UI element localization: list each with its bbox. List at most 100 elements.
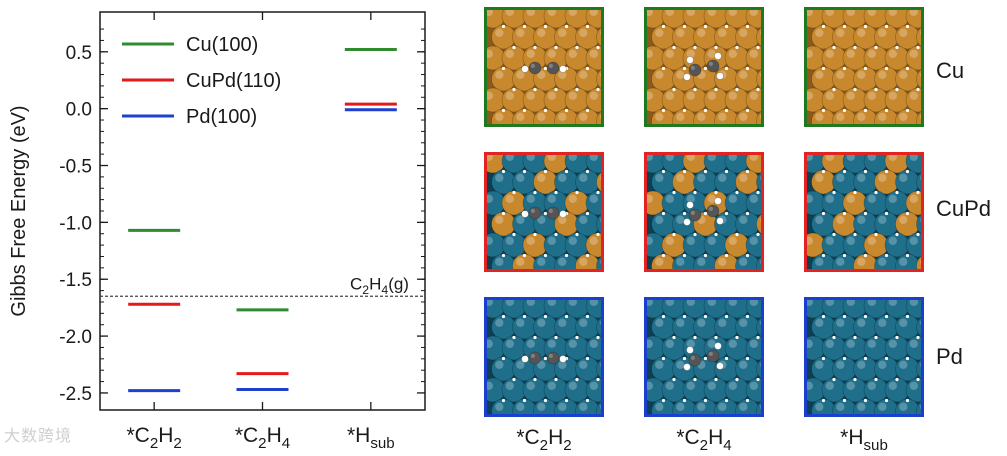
atom <box>546 61 560 75</box>
atom-highlight <box>697 402 706 411</box>
surface-h-site <box>682 211 687 216</box>
atom-highlight <box>655 402 664 411</box>
surface-h-site <box>564 253 569 258</box>
atom <box>863 377 889 403</box>
atom-highlight <box>516 112 525 122</box>
atom-highlight <box>558 318 567 327</box>
atom-highlight <box>697 318 706 327</box>
atom <box>564 232 590 258</box>
atom-highlight <box>857 28 866 37</box>
column-label: *C2H2 <box>516 426 571 454</box>
atom <box>533 169 558 195</box>
surface-h-site <box>585 398 590 403</box>
atom-highlight <box>807 300 813 306</box>
surface-h-site <box>522 24 527 29</box>
atom-highlight <box>878 70 887 79</box>
atom-highlight <box>707 155 716 161</box>
atom <box>683 363 691 371</box>
surface-h-site <box>884 211 889 216</box>
surface-h-site <box>853 45 857 50</box>
surface-h-site <box>821 169 826 174</box>
atom <box>512 314 537 340</box>
surface-h-site <box>842 66 847 71</box>
row-label: Pd <box>936 344 963 369</box>
surface-h-site <box>501 169 506 174</box>
atom <box>596 317 601 337</box>
atom-highlight <box>665 236 674 245</box>
atom-highlight <box>846 300 855 306</box>
atom-highlight <box>537 112 546 122</box>
atom <box>564 190 590 216</box>
atom-highlight <box>815 215 824 224</box>
atom-highlight <box>676 360 685 369</box>
surface-h-site <box>756 335 760 340</box>
atom <box>863 87 889 113</box>
surface-h-site <box>596 87 600 92</box>
surface-h-site <box>745 66 750 71</box>
atom-highlight <box>815 318 824 327</box>
atom <box>661 335 687 361</box>
atom-highlight <box>846 10 855 16</box>
surface-h-site <box>661 253 666 258</box>
atom-highlight <box>560 356 563 359</box>
surface-h-site <box>661 398 666 403</box>
surface-h-site <box>842 253 847 258</box>
atom <box>745 155 761 174</box>
atom-highlight <box>836 28 845 37</box>
atom <box>842 232 868 258</box>
atom-highlight <box>717 363 720 366</box>
surface-h-site <box>501 314 506 319</box>
atom-highlight <box>647 49 653 58</box>
surface-h-site <box>512 232 516 237</box>
x-tick-label: *C2H2 <box>127 424 182 452</box>
surface-h-site <box>661 108 666 113</box>
atom-highlight <box>579 70 588 79</box>
atom-highlight <box>547 236 556 245</box>
atom-highlight <box>676 112 685 122</box>
surface-h-site <box>703 66 708 71</box>
surface-h-site <box>724 24 729 29</box>
surface-h-site <box>832 190 836 195</box>
surface-h-site <box>905 66 910 71</box>
surface-h-site <box>554 232 558 237</box>
atom <box>554 314 579 340</box>
surface-h-site <box>585 108 590 113</box>
surface-h-site <box>842 211 847 216</box>
surface-h-site <box>672 232 676 237</box>
atom-highlight <box>676 257 685 266</box>
surface-h-site <box>575 232 579 237</box>
atom-highlight <box>707 381 716 390</box>
surface-h-site <box>895 232 899 237</box>
atom <box>688 63 702 77</box>
surface-h-site <box>522 108 527 113</box>
atom-highlight <box>878 112 887 122</box>
atom <box>874 211 899 237</box>
surface-h-site <box>863 24 868 29</box>
atom-highlight <box>760 30 761 36</box>
surface-h-site <box>874 45 878 50</box>
atom-highlight <box>537 402 546 411</box>
atom <box>756 172 761 192</box>
atom-highlight <box>547 155 556 161</box>
atom-highlight <box>600 259 601 265</box>
atom-highlight <box>836 257 845 266</box>
atom-highlight <box>739 112 748 122</box>
atom-highlight <box>846 49 855 58</box>
atom <box>811 356 836 382</box>
surface-h-site <box>575 377 579 382</box>
atom-highlight <box>568 155 577 161</box>
atom <box>895 24 920 50</box>
atom-highlight <box>505 300 514 306</box>
surface-h-site <box>543 314 548 319</box>
atom-highlight <box>589 194 598 203</box>
surface-h-site <box>916 87 920 92</box>
atom-highlight <box>888 49 897 58</box>
surface-h-site <box>501 66 506 71</box>
surface-h-site <box>714 45 718 50</box>
atom-highlight <box>707 194 716 203</box>
atom <box>716 217 724 225</box>
surface-h-site <box>853 232 857 237</box>
atom <box>714 52 722 60</box>
atom-highlight <box>526 49 535 58</box>
atom-highlight <box>807 91 813 100</box>
